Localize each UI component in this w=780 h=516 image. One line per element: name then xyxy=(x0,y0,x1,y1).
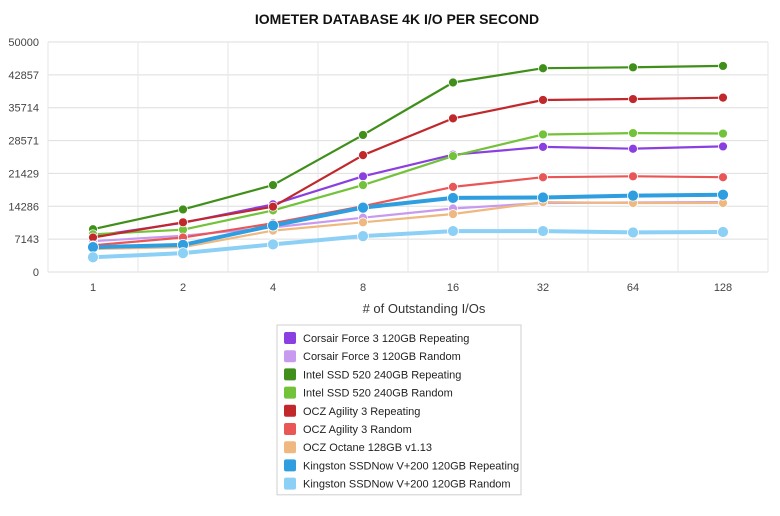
series-group xyxy=(88,61,728,235)
legend-label: OCZ Agility 3 Random xyxy=(303,424,412,436)
data-point xyxy=(358,217,368,228)
data-point xyxy=(718,172,728,183)
data-point xyxy=(267,219,279,232)
y-tick-label: 0 xyxy=(33,267,39,279)
series-group xyxy=(87,188,729,254)
data-point xyxy=(717,188,729,201)
legend-label: Intel SSD 520 240GB Random xyxy=(303,388,453,400)
data-point xyxy=(87,241,99,254)
series-lines xyxy=(87,61,729,264)
data-point xyxy=(448,181,458,192)
data-point xyxy=(358,171,368,182)
series-line xyxy=(92,192,724,250)
data-point xyxy=(628,171,638,182)
legend-label: Intel SSD 520 240GB Repeating xyxy=(303,369,461,381)
y-tick-label: 28571 xyxy=(8,136,39,148)
data-point xyxy=(448,77,458,88)
y-axis-ticks: 0 7143 14286 21429 28571 35714 42857 50000 xyxy=(8,37,39,279)
legend-swatch xyxy=(284,423,296,435)
series-line xyxy=(92,132,724,236)
data-point xyxy=(178,204,188,215)
data-point xyxy=(177,247,189,260)
series-line xyxy=(92,175,724,247)
y-tick-label: 14286 xyxy=(8,201,39,213)
legend-label: Corsair Force 3 120GB Random xyxy=(303,351,461,363)
legend-swatch xyxy=(284,477,296,490)
series-group xyxy=(88,128,728,240)
data-point xyxy=(357,201,369,214)
data-point xyxy=(717,226,729,238)
x-tick-label: 2 xyxy=(180,282,186,294)
data-point xyxy=(718,141,728,152)
y-tick-label: 42857 xyxy=(8,70,39,82)
series-line xyxy=(92,64,724,231)
data-point xyxy=(448,113,458,124)
series-line xyxy=(92,96,724,239)
y-tick-label: 7143 xyxy=(15,234,39,246)
data-point xyxy=(627,226,639,239)
series-line xyxy=(92,201,723,251)
series-group xyxy=(88,92,728,243)
data-point xyxy=(358,130,368,140)
data-point xyxy=(357,230,369,243)
data-point xyxy=(178,217,188,228)
data-point xyxy=(268,201,278,212)
data-point xyxy=(538,63,548,74)
legend-box xyxy=(276,324,522,496)
x-axis-ticks: 1 2 4 8 16 32 64 128 xyxy=(90,282,732,294)
legend-swatch xyxy=(284,332,296,344)
data-point xyxy=(627,189,639,202)
data-point xyxy=(267,238,279,251)
x-tick-label: 16 xyxy=(447,282,459,294)
legend-label: Kingston SSDNow V+200 120GB Repeating xyxy=(303,460,519,472)
data-point xyxy=(628,62,638,73)
x-tick-label: 64 xyxy=(627,282,639,294)
legend-swatch xyxy=(284,459,296,472)
data-point xyxy=(87,251,99,264)
legend-label: Corsair Force 3 120GB Repeating xyxy=(303,333,469,345)
data-point xyxy=(448,151,458,161)
data-point xyxy=(628,128,638,138)
data-point xyxy=(537,191,549,204)
legend-label: OCZ Octane 128GB v1.13 xyxy=(303,442,432,454)
data-point xyxy=(538,141,548,152)
legend-swatch xyxy=(284,404,296,417)
data-point xyxy=(447,192,459,204)
data-point xyxy=(447,225,459,237)
legend-swatch xyxy=(284,350,296,363)
legend: Corsair Force 3 120GB Repeating Corsair F… xyxy=(276,324,522,496)
legend-swatch xyxy=(284,386,296,399)
chart-title: IOMETER DATABASE 4K I/O PER SECOND xyxy=(255,11,539,27)
series-group xyxy=(87,225,729,264)
legend-swatch xyxy=(284,441,296,454)
data-point xyxy=(538,95,548,105)
data-point xyxy=(537,225,549,237)
data-point xyxy=(448,209,458,219)
legend-label: OCZ Agility 3 Repeating xyxy=(303,406,420,418)
y-tick-label: 50000 xyxy=(8,37,39,49)
data-point xyxy=(718,61,728,71)
x-tick-label: 4 xyxy=(270,282,276,294)
data-point xyxy=(538,129,548,140)
data-point xyxy=(628,143,638,154)
data-point xyxy=(268,180,278,190)
x-axis-label: # of Outstanding I/Os xyxy=(363,301,486,316)
x-tick-label: 128 xyxy=(714,282,732,294)
data-point xyxy=(358,150,368,161)
series-line xyxy=(92,229,724,260)
data-point xyxy=(628,94,638,104)
legend-swatch xyxy=(284,368,296,381)
y-tick-label: 35714 xyxy=(8,103,39,115)
data-point xyxy=(718,92,728,103)
legend-label: Kingston SSDNow V+200 120GB Random xyxy=(303,479,511,491)
x-tick-label: 32 xyxy=(537,282,549,294)
data-point xyxy=(718,128,728,139)
y-tick-label: 21429 xyxy=(8,168,39,180)
x-tick-label: 1 xyxy=(90,282,96,294)
data-point xyxy=(538,172,548,183)
data-point xyxy=(358,180,368,190)
x-tick-label: 8 xyxy=(360,282,366,294)
